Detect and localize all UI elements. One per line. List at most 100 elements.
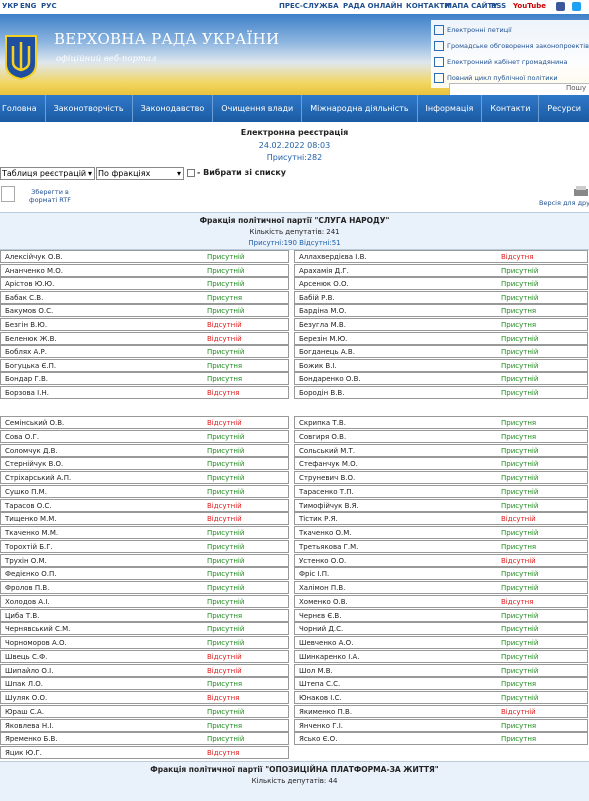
deputy-status: Присутній [501,334,539,343]
top-link[interactable]: РАДА ОНЛАЙН [343,2,403,10]
deputy-name: Чорний Д.С. [299,625,344,634]
top-link[interactable]: МАПА САЙТУ [445,2,498,10]
deputy-status: Присутня [501,321,537,329]
print-version-link[interactable]: Версія для дру [539,199,589,207]
deputy-cell: Тарасов О.С. Відсутній [0,498,289,512]
checkbox[interactable] [187,169,195,177]
nav-item[interactable]: Ресурси [547,95,589,122]
nav-item[interactable]: Міжнародна діяльність [310,95,418,122]
deputy-status: Присутній [501,389,539,397]
top-link[interactable]: ПРЕС-СЛУЖБА [279,2,339,10]
deputy-cell: Чернявський С.М. Присутній [0,622,289,636]
deputy-cell: Яременко Б.В. Присутній [0,732,289,746]
deputy-name: Безугла М.В. [299,321,346,329]
nav-item[interactable]: Контакти [490,95,540,122]
nav-item[interactable]: Законотворчість [54,95,133,122]
rtf-icon[interactable] [1,186,15,202]
deputy-cell: Шевченко А.О. Присутній [294,636,588,650]
nav-item[interactable]: Законодавство [141,95,214,122]
deputy-status: Відсутній [207,419,242,427]
table-row: Трухін О.М. Присутній Устенко О.О. Відсутні… [0,553,589,567]
deputy-status: Присутній [207,584,245,593]
search-button[interactable]: Пошу [566,84,587,92]
deputy-name: Семінський О.В. [5,419,65,427]
lang-link[interactable]: УКР [2,2,19,10]
nav-item[interactable]: Очищення влади [221,95,303,122]
deputy-status: Присутня [501,542,537,551]
top-link[interactable]: RSS [491,2,507,10]
deputy-status: Присутній [501,611,539,620]
deputy-name: Тимофійчук В.Я. [299,501,359,510]
deputy-name: Устенко О.О. [299,556,347,565]
deputy-name: Арістов Ю.Ю. [5,280,55,289]
deputy-cell: Алексійчук О.В. Присутній [0,250,289,263]
service-link[interactable]: Електронний кабінет громадянина [431,54,589,70]
deputy-name: Скрипка Т.В. [299,419,346,427]
deputy-name: Тарасенко Т.П. [299,487,354,496]
lang-link[interactable]: ENG [20,2,37,10]
table-row: Шуляк О.О. Відсутня Юнаков І.С. Присутній [0,691,589,705]
deputy-cell: Циба Т.В. Присутня [0,608,289,622]
deputy-status: Відсутній [207,666,242,675]
service-link[interactable]: Громадське обговорення законопроектів [431,38,589,54]
deputy-cell: Сольський М.Т. Присутній [294,443,588,457]
deputy-status: Відсутня [501,597,534,606]
deputy-name: Фролов П.В. [5,584,50,593]
deputy-cell: Бондаренко О.В. Присутній [294,372,588,386]
table-row: Бабак С.В. Присутня Бабій Р.В. Присутній [0,290,589,304]
deputy-status: Присутня [501,432,537,441]
deputy-cell: Юраш С.А. Присутній [0,704,289,718]
lang-link[interactable]: РУС [41,2,57,10]
deputy-status: Відсутній [207,652,242,661]
deputy-cell: Тістик Р.Я. Відсутній [294,512,588,526]
deputy-cell: Федієнко О.П. Присутній [0,567,289,581]
deputy-name: Якименко П.В. [299,707,353,716]
nav-item[interactable]: Інформація [426,95,483,122]
social-icons[interactable] [556,2,586,12]
deputy-status: Присутній [501,570,539,579]
deputy-cell: Ткаченко М.М. Присутній [0,526,289,540]
deputy-cell: Бабій Р.В. Присутній [294,290,588,304]
deputy-cell: Борзова І.Н. Відсутня [0,386,289,399]
deputy-cell: Третьякова Г.М. Присутня [294,539,588,553]
print-icon[interactable] [572,186,589,198]
deputy-cell: Шол М.В. Присутній [294,663,588,677]
deputy-name: Безгін В.Ю. [5,321,48,329]
deputy-status: Відсутній [501,515,536,524]
save-rtf-link[interactable]: Зберегти в форматі RTF [29,188,71,204]
service-link[interactable]: Повний цикл публічної політики [431,70,589,86]
deputy-status: Присутній [501,529,539,538]
table-select[interactable]: Таблиця реєстрацій [0,167,95,180]
table-row: Арістов Ю.Ю. Присутній Арсенюк О.О. Присутн… [0,277,589,291]
table-row: Сова О.Г. Присутній Совгиря О.В. Присутня [0,429,589,443]
deputy-status: Присутня [207,361,243,370]
deputy-name: Аллахвердієва І.В. [299,253,367,261]
deputy-status: Присутня [501,735,537,744]
deputy-cell: Шипайло О.І. Відсутній [0,663,289,677]
deputy-cell: Шуляк О.О. Відсутня [0,691,289,705]
deputy-name: Сушко П.М. [5,487,47,496]
service-link[interactable]: Електронні петиції [431,22,589,38]
deputy-cell: Соломчук Д.В. Присутній [0,443,289,457]
deputy-cell: Арсенюк О.О. Присутній [294,277,588,291]
table-row: Алексійчук О.В. Присутній Аллахвердієва І.… [0,250,589,263]
top-bar: УКР ENG РУС ПРЕС-СЛУЖБА РАДА ОНЛАЙН КОНТ… [0,0,589,15]
site-title[interactable]: ВЕРХОВНА РАДА УКРАЇНИ [54,30,280,48]
deputy-name: Шуляк О.О. [5,694,48,703]
top-link[interactable]: YouTube [513,2,546,10]
checkbox-label[interactable]: - Вибрати зі списку [197,168,286,177]
deputy-status: Відсутній [207,321,242,329]
deputy-name: Трухін О.М. [5,556,47,565]
table-row: Яцик Ю.Г. Відсутня [0,746,589,760]
deputy-status: Присутній [207,735,245,744]
deputy-cell: Хоменко О.В. Відсутня [294,594,588,608]
deputy-cell: Чорноморов А.О. Присутній [0,636,289,650]
deputy-name: Ананченко М.О. [5,266,63,275]
deputy-cell: Ткаченко О.М. Присутній [294,526,588,540]
deputy-status: Присутній [207,625,245,634]
nav-item[interactable]: Головна [0,95,46,122]
group-select[interactable]: По фракціях [96,167,184,180]
deputy-cell: Бардіна М.О. Присутня [294,304,588,318]
top-link[interactable]: КОНТАКТИ [406,2,451,10]
